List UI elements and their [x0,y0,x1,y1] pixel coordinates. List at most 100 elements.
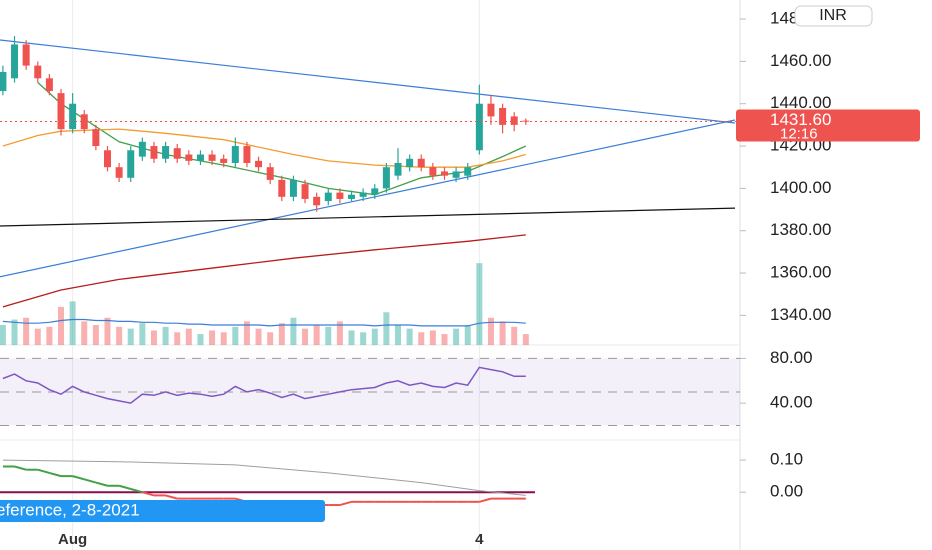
candle-body [243,146,251,163]
trend-line [0,39,736,124]
macd-line-down [142,491,155,497]
volume-bar [406,328,413,345]
macd-line-up [37,468,50,474]
y-tick-label: 0.10 [770,450,803,469]
candle-body [127,150,135,178]
currency-label: INR [819,7,847,24]
y-tick-label: 1360.00 [770,263,831,282]
y-tick-label: 1400.00 [770,178,831,197]
y-tick-label: 40.00 [770,393,813,412]
volume-bar [232,326,239,345]
candle-body [324,192,332,202]
candle-body [196,154,204,161]
volume-bar [0,325,6,345]
rsi-line [2,366,526,404]
candle-body [382,167,390,189]
volume-bar [395,325,402,345]
trend-line [0,119,736,278]
volume-bar [255,328,262,345]
volume-bar [429,330,436,345]
y-tick-label: 80.00 [770,348,813,367]
candle-body [173,148,181,159]
volume-bar [209,330,216,345]
candle-body [429,167,437,176]
y-tick-label: 1340.00 [770,305,831,324]
volume-bar [278,323,285,345]
candle-body [185,154,193,161]
annotation-box [0,500,325,522]
volume-bar [11,319,18,345]
x-tick-label: Aug [58,531,87,548]
volume-bar [267,332,274,345]
signal-line [2,459,526,496]
candle-body [510,116,518,125]
countdown-label: 12:16 [780,125,818,142]
candle-body [464,167,472,176]
candle-body [313,196,321,206]
volume-bar [453,328,460,345]
volume-bar [348,330,355,345]
moving-average [2,234,526,308]
candle-body [266,167,274,180]
volume-bar [139,323,146,345]
candle-body [289,179,297,197]
volume-bar [197,334,204,345]
volume-bar [371,328,378,345]
y-tick-label: 1380.00 [770,220,831,239]
volume-bar [81,321,88,345]
candle-body [45,78,53,92]
candle-body [115,167,123,178]
trend-line [0,207,736,227]
volume-bar [150,330,157,345]
candle-body [138,141,146,157]
volume-bar [441,334,448,345]
macd-line-up [130,488,143,494]
volume-bar [185,328,192,345]
annotation-label: eference, 2-8-2021 [0,500,140,519]
candle-body [440,171,448,176]
candle-body [348,194,356,199]
candle-body [475,103,483,151]
last-price-label: 1431.60 [770,110,831,129]
volume-bar [174,332,181,345]
currency-badge [794,5,873,27]
volume-bar [325,326,332,345]
macd-line-up [72,475,85,481]
candle-body [22,44,30,66]
volume-bar [383,312,390,345]
macd-line-down [339,500,352,507]
candle-body [80,114,88,130]
volume-bar [127,328,134,345]
candle-body [417,158,425,168]
volume-bar [162,326,169,345]
candle-body [162,146,170,159]
candle-body [231,146,239,163]
macd-line-up [118,484,131,490]
volume-bar [46,326,53,345]
volume-bar [418,332,425,345]
last-price-box [736,109,920,142]
candle-body [150,146,158,159]
macd-line-down [165,494,178,500]
volume-bar [34,328,41,345]
macd-line-down [479,497,492,503]
volume-bar [511,326,518,345]
volume-bar [290,317,297,345]
candle-body [57,93,65,130]
candle-body [220,158,228,163]
volume-bar [220,332,227,345]
volume-bar [58,306,65,345]
volume-bar [336,321,343,345]
volume-bar [360,332,367,345]
volume-bar [243,321,250,345]
volume-bar [23,317,30,345]
macd-line-up [49,471,62,478]
volume-bar [522,334,529,345]
candle-body [452,171,460,178]
candle-body [92,129,100,147]
candle-body [301,184,309,199]
volume-bar [92,325,99,345]
volume-bar [104,317,111,345]
y-tick-label: 1440.00 [770,93,831,112]
